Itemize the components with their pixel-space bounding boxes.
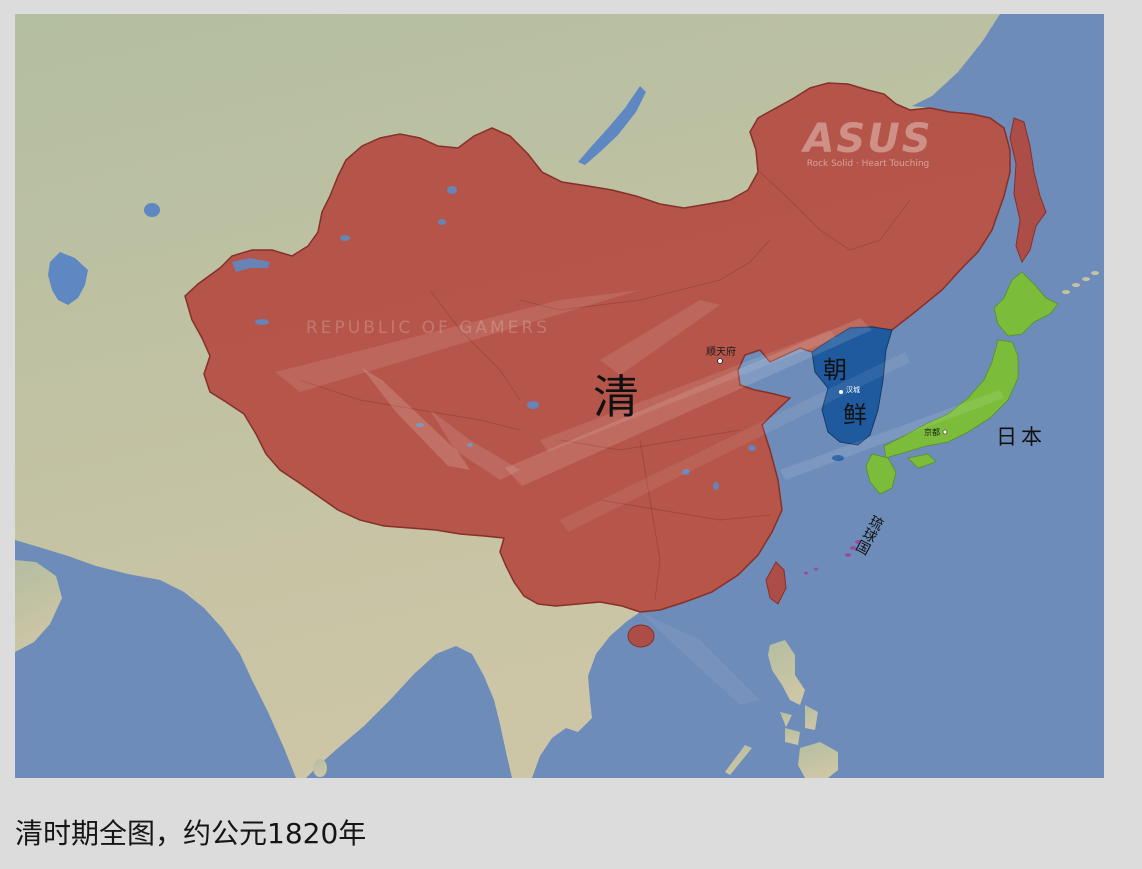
lake-balkhash xyxy=(232,258,270,272)
border-line xyxy=(559,429,741,451)
ryukyu-island xyxy=(850,546,856,550)
sri-lanka xyxy=(313,759,327,777)
panay-negros xyxy=(785,728,800,745)
qing-label: 清 xyxy=(593,370,639,424)
kuril-island xyxy=(1091,271,1099,275)
japan-label: 日本 xyxy=(996,425,1046,449)
lake xyxy=(416,423,424,427)
kuril-island xyxy=(1082,277,1090,281)
japan-capital-dot xyxy=(942,429,948,435)
kuril-island xyxy=(1062,290,1070,294)
aral-sea xyxy=(144,203,160,217)
province-borders xyxy=(299,171,911,601)
joseon-capital-dot xyxy=(839,390,843,394)
border-line xyxy=(639,439,661,601)
jeju-island xyxy=(832,455,844,461)
qing-capital-label: 顺天府 xyxy=(706,345,736,358)
japan-territory xyxy=(865,271,1059,495)
lake xyxy=(438,219,446,225)
lake xyxy=(447,186,457,194)
light-streak xyxy=(430,410,520,480)
hainan xyxy=(627,624,655,648)
lake-baikal xyxy=(578,86,646,165)
qing-dynasty-map: ASUS Rock Solid · Heart Touching REPUBLI… xyxy=(15,14,1104,778)
light-streak xyxy=(540,330,836,452)
ryukyu-islands xyxy=(804,540,861,575)
sakhalin xyxy=(1009,117,1047,264)
border-line xyxy=(599,499,771,521)
samar-leyte xyxy=(805,705,818,730)
watermark-light-streaks xyxy=(275,290,1004,705)
ryukyu-island xyxy=(814,567,818,571)
japan-capital-label: 京都 xyxy=(924,427,940,437)
ryukyu-island xyxy=(845,553,851,557)
lake xyxy=(467,443,473,447)
border-line xyxy=(519,239,771,311)
lake-qinghai xyxy=(527,401,539,409)
watermark-series: REPUBLIC OF GAMERS xyxy=(306,318,550,338)
western-lakes xyxy=(48,86,646,305)
palawan xyxy=(725,745,752,775)
lake xyxy=(255,319,269,325)
watermark-tagline: Rock Solid · Heart Touching xyxy=(807,159,930,169)
lake xyxy=(340,235,350,241)
joseon-label-top: 朝 xyxy=(823,356,847,384)
light-streak xyxy=(640,612,760,705)
mindoro xyxy=(780,712,792,727)
mindanao xyxy=(798,742,838,778)
lake xyxy=(682,469,690,475)
ryukyu-island xyxy=(804,571,808,575)
lake xyxy=(748,445,756,451)
kyushu xyxy=(865,453,897,495)
light-streak xyxy=(362,368,470,470)
qing-capital-dot xyxy=(717,358,723,364)
map-caption: 清时期全图，约公元1820年 xyxy=(15,817,367,850)
joseon-territory xyxy=(811,326,893,446)
light-streak xyxy=(505,318,872,486)
border-line xyxy=(429,289,521,401)
hokkaido xyxy=(993,271,1059,337)
watermark-brand: ASUS xyxy=(800,116,932,162)
joseon-label-bottom: 鲜 xyxy=(843,401,867,429)
kuril-island xyxy=(1072,283,1080,287)
oman-coast xyxy=(15,560,62,652)
taiwan xyxy=(765,561,787,605)
light-streak xyxy=(780,390,1004,480)
qing-territory xyxy=(184,82,1011,613)
border-line xyxy=(759,171,911,251)
shikoku xyxy=(907,453,937,469)
joseon-capital-label: 汉城 xyxy=(846,386,860,394)
qing-lakes xyxy=(232,186,756,490)
lake xyxy=(713,482,719,490)
light-streak xyxy=(600,300,720,375)
light-streak xyxy=(560,352,910,532)
border-line xyxy=(299,379,521,431)
luzon xyxy=(768,640,805,705)
honshu xyxy=(883,339,1019,459)
caspian-sea xyxy=(48,252,88,305)
ryukyu-island xyxy=(855,540,861,544)
light-streak xyxy=(275,290,640,392)
